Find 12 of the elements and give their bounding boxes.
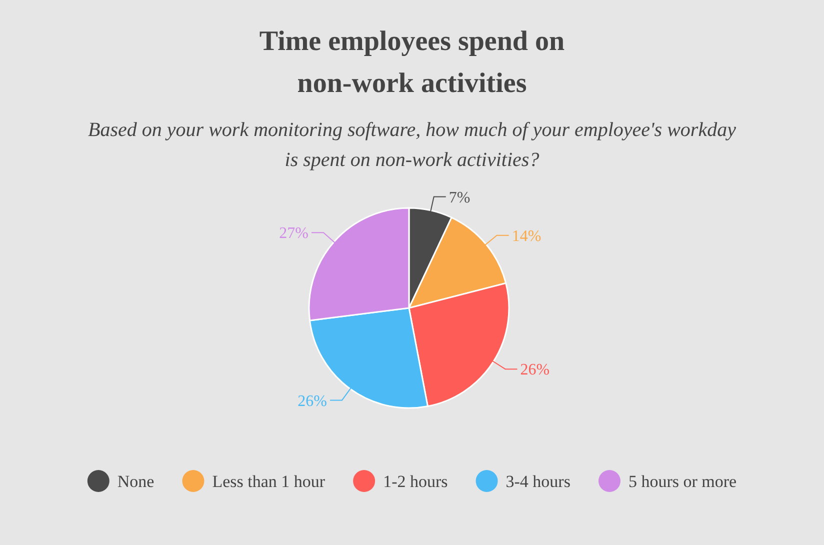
data-label: 7%	[448, 189, 470, 206]
legend-label: 5 hours or more	[628, 472, 737, 491]
legend-label: Less than 1 hour	[212, 472, 326, 491]
data-label: 27%	[279, 225, 308, 242]
data-label: 26%	[520, 362, 550, 379]
legend-label: None	[117, 472, 154, 491]
chart-subtitle: Based on your work monitoring software, how much of your employee's workday is spent on non-work activities?	[88, 119, 736, 171]
legend-label: 1-2 hours	[383, 472, 448, 491]
data-label: 26%	[298, 392, 327, 410]
data-label: 14%	[512, 228, 542, 245]
legend-label: 3-4 hours	[506, 472, 570, 491]
chart-title: Time employees spend on non-work activities	[259, 26, 566, 99]
